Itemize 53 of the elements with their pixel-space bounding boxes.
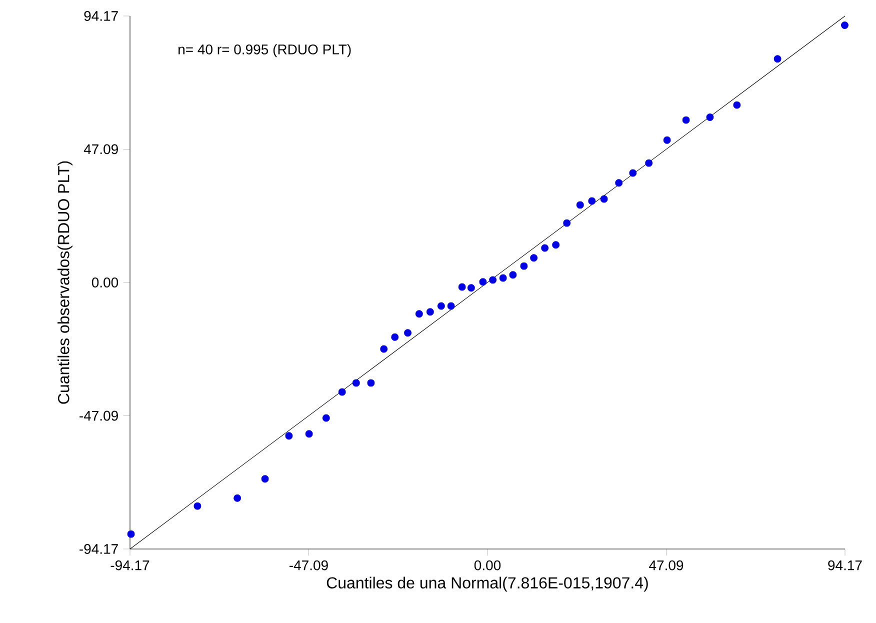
point [663,136,671,144]
point [520,262,528,270]
point [541,244,549,252]
x-tick-label: 94.17 [828,560,862,570]
point [437,302,445,310]
point [127,530,135,538]
point [629,169,637,177]
point [509,271,517,279]
point [380,345,388,353]
point [285,432,293,440]
y-tick-label: 94.17 [84,11,118,21]
point [305,430,313,438]
point [194,502,202,510]
point [447,302,455,310]
point [426,308,434,316]
point [391,333,399,341]
x-tick-label: -47.09 [290,560,328,570]
point [682,116,690,124]
x-tick-label: 47.09 [649,560,684,570]
point [479,278,487,286]
y-tick-label: -47.09 [80,410,118,421]
point [338,388,346,396]
point [552,241,560,249]
x-tick-label: -94.17 [110,560,150,570]
point [234,494,242,502]
point [588,197,596,205]
point [706,113,714,121]
point [415,310,423,318]
point [458,283,466,291]
point [600,195,608,203]
point [367,379,375,387]
point [352,379,360,387]
y-tick-label: 0.00 [92,278,118,288]
point [774,55,782,63]
point [489,276,497,284]
point [733,101,741,109]
point [563,219,571,227]
point [499,274,507,282]
annotation: n= 40 r= 0.995 (RDUO PLT) [178,44,351,58]
point [404,329,412,337]
point [645,159,653,167]
point [615,179,623,187]
y-tick-label: -94.17 [80,544,118,554]
y-axis-title: Cuantiles observados(RDUO PLT) [58,161,72,404]
point [261,475,269,483]
x-axis-title: Cuantiles de una Normal(7.816E-015,1907.4) [326,576,648,592]
point [530,254,538,262]
point [467,284,475,292]
point [841,22,848,29]
y-tick-label: 47.09 [84,144,118,154]
x-tick-label: 0.00 [474,560,501,570]
point [576,201,584,209]
point [322,414,330,422]
